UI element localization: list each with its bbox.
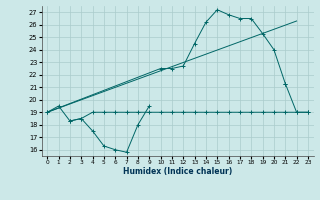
X-axis label: Humidex (Indice chaleur): Humidex (Indice chaleur) [123,167,232,176]
